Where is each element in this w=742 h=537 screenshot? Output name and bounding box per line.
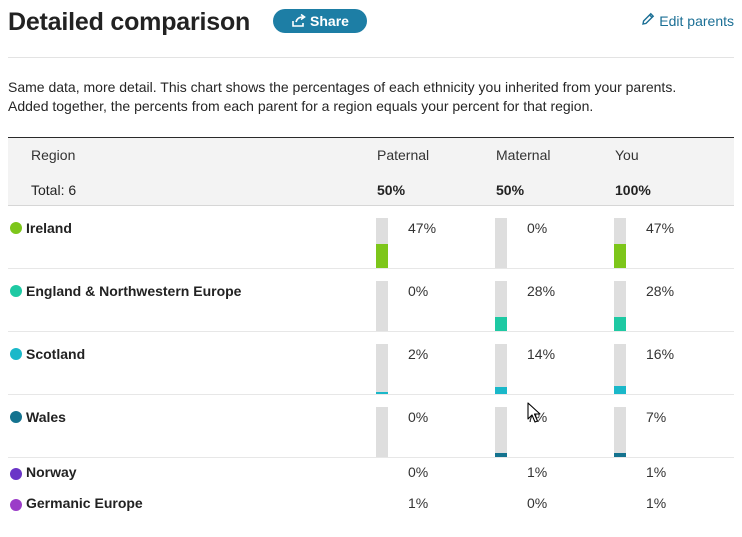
you-bar [614,344,626,394]
page-title: Detailed comparison [8,8,251,36]
total-you: 100% [615,182,651,198]
header-you: You [615,147,639,163]
maternal-percent: 0% [527,495,548,511]
you-percent: 1% [646,464,667,480]
table-row: Germanic Europe 1% 0% 1% [8,489,734,520]
edit-parents-label: Edit parents [659,12,734,29]
region-color-dot [10,222,22,234]
total-maternal: 50% [496,182,525,198]
region-name: Norway [26,464,77,480]
description-line-2: Added together, the percents from each p… [8,98,594,114]
total-paternal: 50% [377,182,406,198]
region-color-dot [10,285,22,297]
you-percent: 47% [646,220,675,236]
table-row: Wales 0% 7% 7% [8,395,734,458]
table-row: Norway 0% 1% 1% [8,458,734,489]
you-bar-fill [614,244,626,268]
paternal-percent: 47% [408,220,437,236]
share-button[interactable]: Share [273,9,367,33]
maternal-bar-fill [495,453,507,457]
description-line-1: Same data, more detail. This chart shows… [8,79,677,95]
header-maternal: Maternal [496,147,551,163]
you-bar [614,281,626,331]
paternal-percent: 2% [408,346,429,362]
region-name: Ireland [26,220,72,236]
you-bar [614,407,626,457]
paternal-bar-fill [376,244,388,268]
table-body: Ireland 47% 0% 47% England & Northwestern Eu… [8,206,734,520]
table-row: Scotland 2% 14% 16% [8,332,734,395]
region-name: Wales [26,409,66,425]
description: Same data, more detail. This chart shows… [8,78,734,116]
you-bar-fill [614,317,626,331]
you-percent: 16% [646,346,675,362]
paternal-percent: 0% [408,283,429,299]
paternal-percent: 1% [408,495,429,511]
pencil-icon [641,12,655,29]
paternal-bar [376,218,388,268]
you-bar-fill [614,386,626,394]
table-row: England & Northwestern Europe 0% 28% 28% [8,269,734,332]
total-label: Total: 6 [31,182,77,198]
paternal-bar [376,407,388,457]
table-header: Region Paternal Maternal You Total: 6 50… [8,137,734,206]
paternal-bar [376,281,388,331]
share-icon [291,14,306,28]
region-name: Scotland [26,346,86,362]
paternal-bar [376,344,388,394]
mouse-pointer-icon [527,402,541,429]
region-name: England & Northwestern Europe [26,283,242,299]
you-percent: 28% [646,283,675,299]
maternal-percent: 14% [527,346,556,362]
maternal-bar [495,344,507,394]
region-color-dot [10,468,22,480]
page-header: Detailed comparison Share Edit parents [8,6,734,42]
maternal-percent: 28% [527,283,556,299]
maternal-bar [495,407,507,457]
region-name: Germanic Europe [26,495,143,511]
share-button-label: Share [310,13,349,29]
header-paternal: Paternal [377,147,430,163]
region-color-dot [10,411,22,423]
maternal-percent: 1% [527,464,548,480]
maternal-bar [495,281,507,331]
you-percent: 7% [646,409,667,425]
paternal-bar-fill [376,392,388,394]
you-bar-fill [614,453,626,457]
maternal-bar [495,218,507,268]
comparison-table: Region Paternal Maternal You Total: 6 50… [8,137,734,520]
table-row: Ireland 47% 0% 47% [8,206,734,269]
maternal-bar-fill [495,387,507,394]
paternal-percent: 0% [408,464,429,480]
region-color-dot [10,348,22,360]
you-bar [614,218,626,268]
you-percent: 1% [646,495,667,511]
edit-parents-link[interactable]: Edit parents [641,12,734,29]
maternal-bar-fill [495,317,507,331]
header-region: Region [31,147,76,163]
region-color-dot [10,499,22,511]
maternal-percent: 0% [527,220,548,236]
header-divider [8,57,734,58]
paternal-percent: 0% [408,409,429,425]
